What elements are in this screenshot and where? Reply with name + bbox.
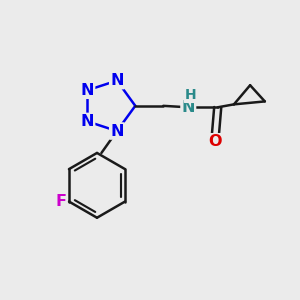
Text: H: H — [185, 88, 197, 102]
Text: O: O — [208, 134, 222, 149]
Text: N: N — [81, 83, 94, 98]
Text: N: N — [81, 114, 94, 129]
Text: F: F — [55, 194, 66, 209]
Text: N: N — [110, 73, 124, 88]
Text: N: N — [110, 124, 124, 139]
Text: N: N — [182, 100, 195, 115]
